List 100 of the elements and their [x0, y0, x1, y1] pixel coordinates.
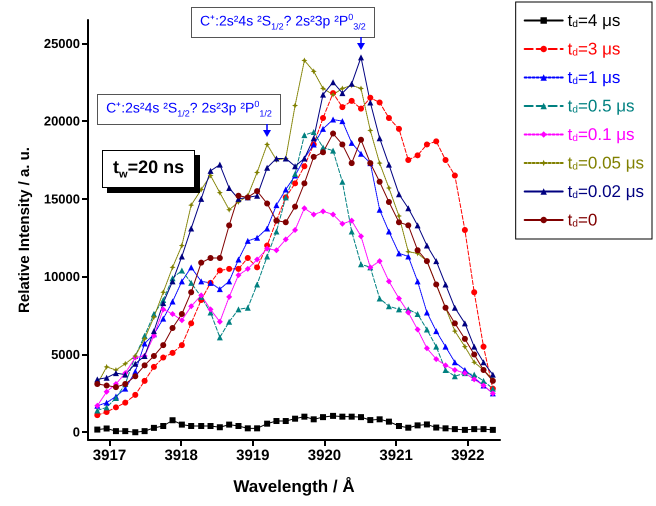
- point: [226, 278, 232, 284]
- point: [292, 180, 298, 186]
- point: [348, 414, 355, 420]
- legend-label: td=0: [568, 210, 598, 230]
- point: [301, 414, 308, 420]
- point: [367, 99, 374, 106]
- point: [244, 266, 251, 272]
- point: [254, 425, 260, 432]
- point: [264, 420, 270, 427]
- point: [132, 360, 138, 367]
- point: [122, 360, 128, 367]
- point: [414, 326, 421, 333]
- point: [433, 258, 440, 264]
- point: [160, 289, 166, 296]
- point: [414, 422, 421, 428]
- point: [442, 157, 449, 163]
- point: [376, 178, 383, 185]
- point: [188, 303, 194, 310]
- point: [320, 208, 326, 214]
- point: [386, 115, 392, 121]
- point: [330, 79, 336, 86]
- point: [104, 364, 110, 370]
- point: [462, 344, 468, 350]
- point: [376, 135, 383, 142]
- point: [150, 424, 157, 431]
- point: [292, 102, 298, 109]
- point: [452, 172, 458, 179]
- point: [396, 423, 402, 429]
- point: [178, 242, 185, 249]
- point: [442, 344, 449, 350]
- point: [348, 98, 355, 104]
- point: [188, 264, 194, 270]
- point: [452, 426, 458, 432]
- point: [244, 425, 251, 432]
- point: [104, 425, 110, 432]
- point: [264, 246, 270, 252]
- point: [282, 186, 289, 193]
- point: [471, 359, 478, 366]
- point: [376, 258, 383, 264]
- x-tick-label: 3919: [236, 447, 270, 464]
- point: [386, 303, 392, 310]
- point: [462, 336, 468, 342]
- point: [442, 367, 449, 373]
- legend-label: td=0.1 μs: [568, 125, 635, 144]
- point: [386, 199, 392, 205]
- point: [244, 304, 251, 311]
- point: [320, 115, 326, 121]
- point: [188, 320, 194, 326]
- point: [330, 116, 336, 123]
- point: [339, 414, 346, 420]
- point: [339, 141, 346, 148]
- point: [396, 306, 402, 312]
- y-axis-title: Relative Intensity / a. u.: [16, 147, 33, 313]
- point: [490, 372, 496, 378]
- point: [122, 428, 128, 434]
- point: [320, 126, 326, 132]
- point: [188, 423, 194, 429]
- point: [471, 344, 478, 350]
- point: [405, 157, 412, 163]
- point: [292, 416, 298, 422]
- point: [452, 367, 458, 373]
- point: [235, 272, 242, 278]
- point: [292, 163, 298, 170]
- point: [226, 206, 232, 213]
- point: [216, 318, 223, 325]
- point: [339, 104, 346, 110]
- point: [386, 228, 392, 235]
- point: [104, 404, 110, 410]
- point: [292, 204, 298, 210]
- point: [452, 304, 458, 311]
- point: [452, 359, 458, 366]
- point: [452, 328, 458, 334]
- point: [244, 238, 251, 244]
- point: [160, 306, 166, 312]
- point: [348, 218, 355, 224]
- point: [170, 278, 176, 284]
- point: [367, 94, 374, 101]
- point: [442, 281, 449, 288]
- point: [160, 354, 166, 361]
- point: [150, 328, 157, 334]
- x-tick-label: 3921: [379, 447, 413, 464]
- point: [358, 150, 364, 157]
- point: [170, 325, 176, 331]
- y-tick-label: 0: [72, 424, 80, 440]
- point: [254, 281, 260, 288]
- point: [339, 90, 346, 96]
- point: [112, 404, 119, 410]
- point: [330, 148, 336, 154]
- y-tick-label: 20000: [44, 114, 80, 129]
- legend-label: td=4 μs: [568, 11, 620, 30]
- point: [376, 416, 383, 422]
- legend-label: td=0.5 μs: [568, 96, 635, 116]
- point: [254, 188, 260, 194]
- point: [320, 92, 326, 98]
- point: [348, 160, 355, 166]
- point: [216, 190, 223, 196]
- point: [386, 185, 392, 191]
- point: [414, 222, 421, 228]
- point: [301, 180, 308, 186]
- point: [282, 219, 289, 226]
